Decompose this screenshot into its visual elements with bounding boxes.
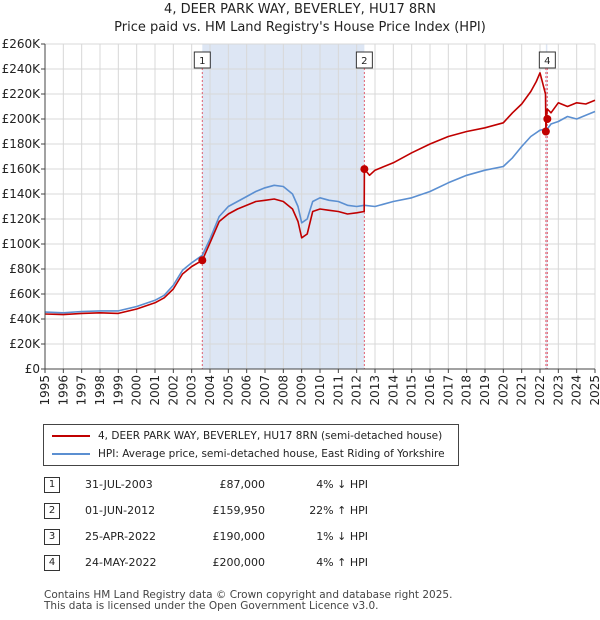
x-tick-label: 2016 xyxy=(423,375,437,406)
y-tick-label: £160K xyxy=(2,162,42,176)
legend-item-hpi: HPI: Average price, semi-detached house,… xyxy=(52,446,445,462)
sale-price: £190,000 xyxy=(212,530,266,543)
x-tick-label: 2022 xyxy=(533,375,547,406)
x-tick-label: 2023 xyxy=(551,375,565,406)
footer-attribution: Contains HM Land Registry data © Crown c… xyxy=(44,590,452,612)
x-tick-label: 1998 xyxy=(93,375,107,406)
y-tick-label: £240K xyxy=(2,62,42,76)
x-tick-label: 2021 xyxy=(515,375,529,406)
x-tick-label: 2001 xyxy=(148,375,162,406)
sale-price: £87,000 xyxy=(219,478,266,491)
footer-licence: This data is licensed under the Open Gov… xyxy=(44,600,379,612)
sale-row: 2 01-JUN-2012 £159,950 22% ↑ HPI xyxy=(43,500,443,526)
sale-marker-box xyxy=(355,51,373,69)
sale-hpi-diff: 4% ↓ HPI xyxy=(316,478,368,491)
y-tick-label: £60K xyxy=(9,287,41,301)
legend: 4, DEER PARK WAY, BEVERLEY, HU17 8RN (se… xyxy=(43,424,459,466)
sale-marker-box xyxy=(538,51,556,69)
x-tick-label: 2019 xyxy=(478,375,492,406)
sale-number-badge: 4 xyxy=(44,555,60,571)
x-tick-label: 2005 xyxy=(221,375,235,406)
sale-date: 25-APR-2022 xyxy=(85,530,157,543)
x-tick-label: 1997 xyxy=(75,375,89,406)
chart-subtitle: Price paid vs. HM Land Registry's House … xyxy=(114,20,486,35)
x-tick-label: 1999 xyxy=(111,375,125,406)
sale-number-badge: 1 xyxy=(44,477,60,493)
legend-item-property: 4, DEER PARK WAY, BEVERLEY, HU17 8RN (se… xyxy=(52,428,442,444)
x-tick-label: 2015 xyxy=(405,375,419,406)
chart-title: 4, DEER PARK WAY, BEVERLEY, HU17 8RN xyxy=(164,2,436,17)
x-tick-label: 2011 xyxy=(331,375,345,406)
sale-number-badge: 2 xyxy=(44,503,60,519)
sale-hpi-diff: 4% ↑ HPI xyxy=(316,556,368,569)
sale-marker-label: 1 xyxy=(199,56,205,67)
x-tick-label: 2018 xyxy=(460,375,474,406)
x-tick-label: 2008 xyxy=(276,375,290,406)
sale-row: 1 31-JUL-2003 £87,000 4% ↓ HPI xyxy=(43,474,443,500)
sale-price: £200,000 xyxy=(212,556,266,569)
x-tick-label: 2010 xyxy=(313,375,327,406)
sale-point xyxy=(541,127,550,136)
price-chart: 1 2 4 £0 £20K £40K £60K £80K £100K £120K £140K £160… xyxy=(2,37,600,406)
sale-row: 4 24-MAY-2022 £200,000 4% ↑ HPI xyxy=(43,552,443,578)
y-tick-label: £120K xyxy=(2,212,42,226)
y-tick-label: £200K xyxy=(2,112,42,126)
sale-date: 01-JUN-2012 xyxy=(85,504,156,517)
legend-label-hpi: HPI: Average price, semi-detached house,… xyxy=(98,448,445,460)
x-tick-label: 2000 xyxy=(130,375,144,406)
x-tick-label: 1996 xyxy=(56,375,70,406)
x-tick-label: 2003 xyxy=(185,375,199,406)
legend-swatch-property xyxy=(52,435,90,437)
x-tick-label: 2017 xyxy=(441,375,455,406)
y-tick-label: £220K xyxy=(2,87,42,101)
sale-date: 31-JUL-2003 xyxy=(85,478,153,491)
sale-price: £159,950 xyxy=(212,504,266,517)
x-tick-label: 2013 xyxy=(368,375,382,406)
x-tick-label: 2025 xyxy=(588,375,600,406)
y-tick-label: £0 xyxy=(25,362,40,376)
x-tick-label: 1995 xyxy=(38,375,52,406)
sale-marker-label: 2 xyxy=(361,56,367,67)
sale-point xyxy=(198,256,207,265)
sale-date: 24-MAY-2022 xyxy=(85,556,157,569)
sale-hpi-diff: 22% ↑ HPI xyxy=(309,504,368,517)
x-tick-label: 2009 xyxy=(295,375,309,406)
sale-hpi-diff: 1% ↓ HPI xyxy=(316,530,368,543)
footer-copyright: Contains HM Land Registry data © Crown c… xyxy=(44,589,453,601)
y-tick-label: £140K xyxy=(2,187,42,201)
y-tick-label: £80K xyxy=(9,262,41,276)
sale-point xyxy=(360,165,369,174)
sales-table: 1 31-JUL-2003 £87,000 4% ↓ HPI 2 01-JUN-… xyxy=(43,474,443,578)
y-tick-label: £180K xyxy=(2,137,42,151)
sale-period-shade xyxy=(545,44,548,369)
x-tick-label: 2006 xyxy=(240,375,254,406)
hpi-line xyxy=(44,110,596,314)
x-tick-label: 2014 xyxy=(386,375,400,406)
x-tick-label: 2012 xyxy=(350,375,364,406)
x-tick-label: 2020 xyxy=(496,375,510,406)
sale-marker-label: 4 xyxy=(544,56,550,67)
x-tick-label: 2002 xyxy=(166,375,180,406)
y-tick-label: £260K xyxy=(2,37,42,51)
y-tick-label: £20K xyxy=(9,337,41,351)
property-price-line xyxy=(44,72,596,316)
sale-number-badge: 3 xyxy=(44,529,60,545)
x-tick-label: 2024 xyxy=(570,375,584,406)
legend-label-property: 4, DEER PARK WAY, BEVERLEY, HU17 8RN (se… xyxy=(98,430,443,442)
sale-marker-box xyxy=(193,51,211,69)
x-tick-label: 2004 xyxy=(203,375,217,406)
x-tick-label: 2007 xyxy=(258,375,272,406)
y-tick-label: £100K xyxy=(2,237,42,251)
sale-row: 3 25-APR-2022 £190,000 1% ↓ HPI xyxy=(43,526,443,552)
y-tick-label: £40K xyxy=(9,312,41,326)
sale-point xyxy=(543,115,552,123)
legend-swatch-hpi xyxy=(52,453,90,455)
